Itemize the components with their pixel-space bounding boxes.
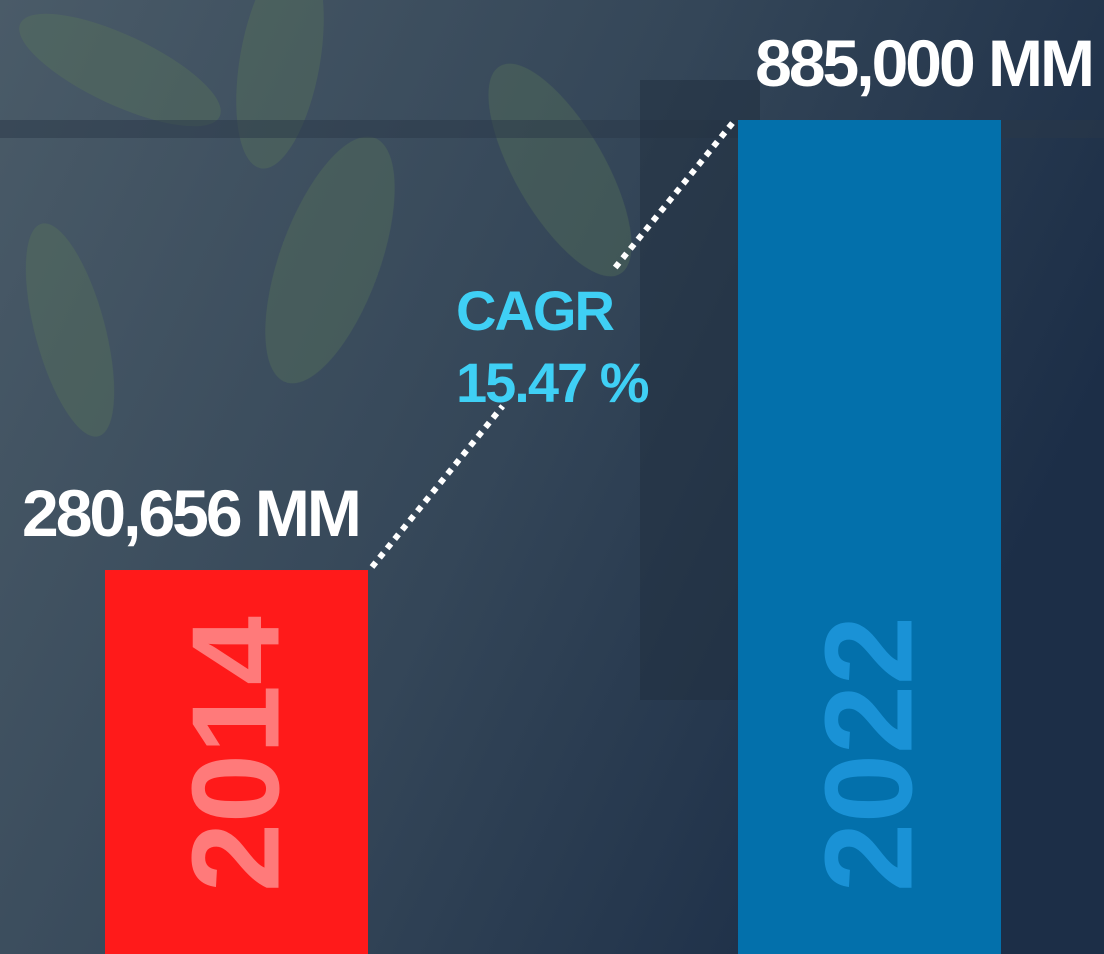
category-label: 2022 bbox=[801, 616, 939, 892]
connector bbox=[612, 118, 738, 270]
connector bbox=[369, 404, 506, 569]
value-label: 280,656 MM bbox=[22, 476, 359, 550]
bar bbox=[105, 570, 368, 954]
annotation-value: 15.47 % bbox=[456, 351, 649, 414]
background-plant bbox=[19, 0, 632, 437]
annotation-label: CAGR bbox=[456, 279, 614, 342]
value-label: 885,000 MM bbox=[755, 26, 1092, 100]
category-label: 2014 bbox=[168, 616, 306, 892]
bar bbox=[738, 120, 1001, 954]
